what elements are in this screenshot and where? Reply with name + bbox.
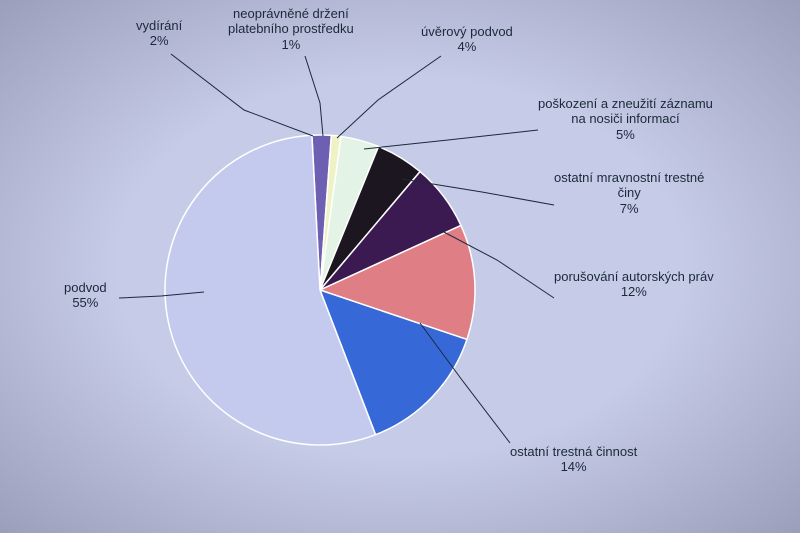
pie-chart-svg [0,0,800,533]
leader-vydirani [171,54,313,136]
pie-chart-container: vydírání 2%neoprávněné držení platebního… [0,0,800,533]
leader-neopravnene [305,56,323,136]
leader-uverovy [337,56,441,138]
leader-poskozeni [364,130,538,149]
